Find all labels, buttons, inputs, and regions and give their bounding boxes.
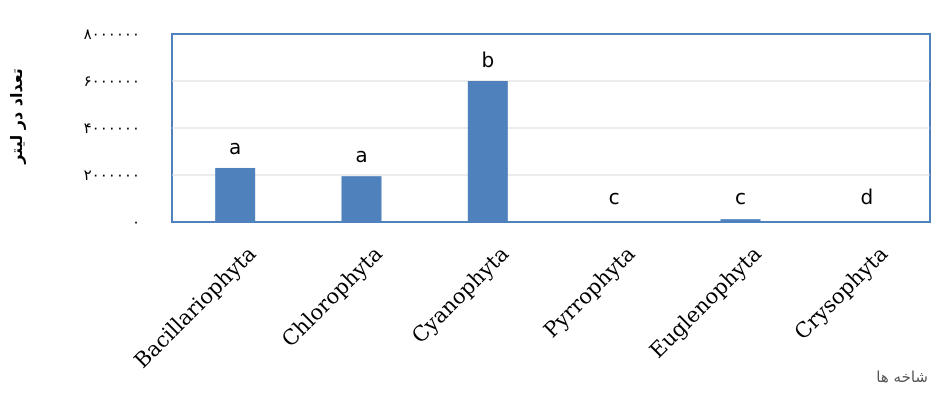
data-label: a xyxy=(355,143,367,167)
data-label: a xyxy=(229,135,241,159)
y-tick-label: ۸۰۰۰۰۰۰ xyxy=(84,25,140,43)
x-tick-label: Euglenophyta xyxy=(645,242,766,363)
bars xyxy=(215,81,887,222)
x-tick-label: Crysophyta xyxy=(790,242,893,345)
data-label: b xyxy=(481,48,494,72)
y-axis-ticks: ۰ ۲۰۰۰۰۰۰ ۴۰۰۰۰۰۰ ۶۰۰۰۰۰۰ ۸۰۰۰۰۰۰ xyxy=(84,25,140,231)
y-tick-label: ۲۰۰۰۰۰۰ xyxy=(84,166,140,184)
y-tick-label: ۰ xyxy=(132,213,140,231)
x-tick-label: Cyanophyta xyxy=(407,242,513,348)
bar-euglenophyta xyxy=(720,219,761,222)
data-label: c xyxy=(735,185,746,209)
bar-bacillariophyta xyxy=(215,167,256,222)
bar-pyrrophyta xyxy=(594,221,635,222)
x-axis-ticks: Bacillariophyta Chlorophyta Cyanophyta Pyrr… xyxy=(129,242,892,373)
data-labels: a a b c c d xyxy=(229,48,873,209)
bar-chlorophyta xyxy=(341,176,382,222)
x-axis-label: شاخه ها xyxy=(876,368,928,386)
x-tick-label: Bacillariophyta xyxy=(129,242,260,373)
x-tick-label: Chlorophyta xyxy=(277,242,387,352)
x-tick-label: Pyrrophyta xyxy=(539,242,640,343)
y-axis-label: تعداد در لیتر xyxy=(7,68,26,165)
gridlines xyxy=(172,80,930,176)
data-label: c xyxy=(609,185,620,209)
data-label: d xyxy=(860,185,873,209)
y-tick-label: ۶۰۰۰۰۰۰ xyxy=(84,72,140,90)
bar-cyanophyta xyxy=(467,81,508,222)
y-tick-label: ۴۰۰۰۰۰۰ xyxy=(84,119,140,137)
